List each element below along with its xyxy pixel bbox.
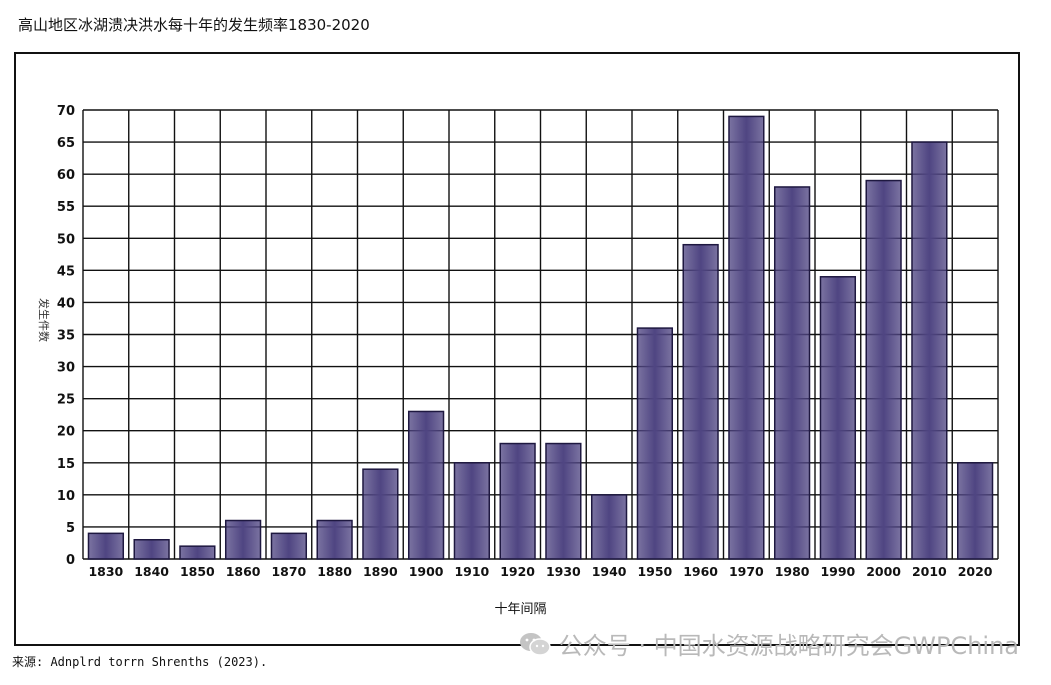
y-tick-label: 35 xyxy=(57,329,75,344)
chart-frame xyxy=(14,52,1020,646)
x-tick-label: 1890 xyxy=(363,564,398,579)
watermark: 公众号 · 中国水资源战略研究会GWPChina xyxy=(519,626,1019,661)
bar-1910 xyxy=(453,462,491,560)
y-tick-label: 30 xyxy=(57,361,75,376)
x-tick-label: 1850 xyxy=(180,564,215,579)
x-tick-label: 1920 xyxy=(500,564,535,579)
x-tick-label: 1940 xyxy=(592,564,627,579)
y-tick-label: 15 xyxy=(57,457,75,472)
source-note: 来源: Adnplrd torrn Shrenths (2023). xyxy=(12,655,268,669)
bar-1830 xyxy=(87,532,125,560)
x-tick-label: 1950 xyxy=(637,564,672,579)
x-tick-label: 1900 xyxy=(409,564,444,579)
x-tick-label: 1970 xyxy=(729,564,764,579)
x-tick-label: 2020 xyxy=(958,564,993,579)
y-tick-label: 50 xyxy=(57,232,75,247)
x-tick-label: 1990 xyxy=(820,564,855,579)
bar-1850 xyxy=(179,545,216,560)
y-tick-label: 20 xyxy=(57,425,75,440)
bar-1870 xyxy=(270,532,308,560)
bar-1900 xyxy=(407,410,445,560)
bar-1960 xyxy=(682,243,719,560)
bar-1890 xyxy=(362,468,399,560)
x-tick-label: 1980 xyxy=(775,564,810,579)
bar-2020 xyxy=(956,462,994,560)
x-tick-label: 2000 xyxy=(866,564,901,579)
bar-1920 xyxy=(499,442,536,560)
y-tick-label: 65 xyxy=(57,136,75,151)
y-tick-label: 10 xyxy=(57,489,75,504)
bar-1880 xyxy=(316,519,353,560)
bar-1990 xyxy=(819,276,857,560)
x-tick-label: 1830 xyxy=(88,564,123,579)
y-tick-label: 5 xyxy=(66,521,75,536)
x-tick-label: 1840 xyxy=(134,564,169,579)
y-tick-label: 25 xyxy=(57,393,75,408)
bar-2010 xyxy=(911,141,948,560)
x-tick-label: 1960 xyxy=(683,564,718,579)
x-tick-label: 1860 xyxy=(226,564,261,579)
bar-1980 xyxy=(773,186,811,560)
wechat-icon xyxy=(519,632,551,656)
y-tick-label: 45 xyxy=(57,264,75,279)
y-tick-label: 70 xyxy=(57,104,75,119)
bar-1840 xyxy=(133,539,170,560)
bar-2000 xyxy=(865,179,902,560)
bar-1860 xyxy=(224,519,262,560)
y-tick-label: 55 xyxy=(57,200,75,215)
x-axis-label: 十年间隔 xyxy=(494,602,546,617)
watermark-text: 公众号 · 中国水资源战略研究会GWPChina xyxy=(558,632,1019,660)
x-tick-label: 2010 xyxy=(912,564,947,579)
y-axis-label: 发生件数 xyxy=(37,298,51,342)
y-tick-label: 0 xyxy=(66,553,75,568)
bar-1970 xyxy=(728,115,765,560)
x-tick-label: 1880 xyxy=(317,564,352,579)
y-tick-label: 60 xyxy=(57,168,75,183)
x-tick-label: 1910 xyxy=(454,564,489,579)
bar-1950 xyxy=(636,327,674,560)
y-tick-label: 40 xyxy=(57,296,75,311)
chart-title: 高山地区冰湖溃决洪水每十年的发生频率1830-2020 xyxy=(18,16,370,34)
bar-1940 xyxy=(590,494,628,560)
bar-1930 xyxy=(545,442,582,560)
x-tick-label: 1870 xyxy=(271,564,306,579)
x-tick-label: 1930 xyxy=(546,564,581,579)
